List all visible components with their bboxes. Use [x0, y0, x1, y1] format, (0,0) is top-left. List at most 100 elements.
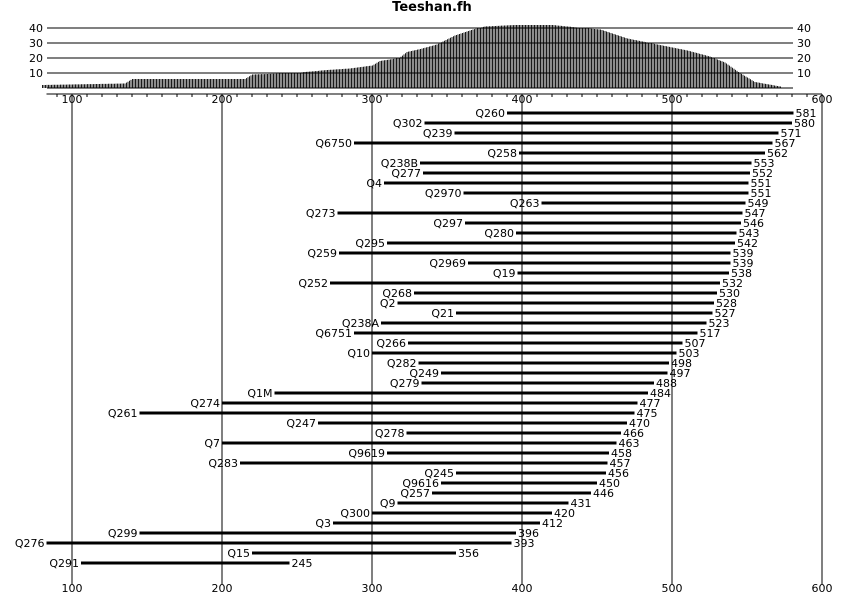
- segment-end-value: 356: [458, 547, 479, 560]
- segment-label: Q297: [433, 217, 463, 230]
- chart-title: Teeshan.fh: [392, 0, 472, 15]
- segment-end-value: 581: [796, 107, 817, 120]
- segment-bars: Q260 581 Q302 580 Q239 571 Q6750 567 Q258 562 Q238…: [15, 107, 817, 570]
- segment-end-value: 488: [656, 377, 677, 390]
- segment-label: Q263: [510, 197, 540, 210]
- segment-end-value: 543: [739, 227, 760, 240]
- segment-label: Q273: [306, 207, 336, 220]
- segment-label: Q1M: [247, 387, 272, 400]
- segment-label: Q274: [190, 397, 220, 410]
- segment-label: Q260: [475, 107, 505, 120]
- x-tick-label-bottom: 100: [62, 582, 83, 595]
- segment-label: Q239: [423, 127, 453, 140]
- segment-end-value: 539: [733, 257, 754, 270]
- segment-end-value: 571: [781, 127, 802, 140]
- segment-label: Q6750: [315, 137, 352, 150]
- hist-tick-label-right: 30: [797, 37, 811, 50]
- segment-end-value: 457: [610, 457, 631, 470]
- segment-label: Q276: [15, 537, 45, 550]
- segment-label: Q302: [393, 117, 423, 130]
- segment-label: Q245: [424, 467, 454, 480]
- segment-label: Q2969: [429, 257, 466, 270]
- segment-end-value: 396: [518, 527, 539, 540]
- segment-label: Q238A: [342, 317, 380, 330]
- segment-label: Q259: [307, 247, 337, 260]
- hist-tick-label-left: 20: [29, 52, 43, 65]
- segment-end-value: 484: [650, 387, 671, 400]
- density-histogram: 10 10 20 20 30 30 40 40: [29, 22, 811, 89]
- segment-end-value: 412: [542, 517, 563, 530]
- hist-tick-label-right: 10: [797, 67, 811, 80]
- segment-end-value: 547: [745, 207, 766, 220]
- x-tick-label-top: 400: [512, 93, 533, 106]
- segment-end-value: 523: [709, 317, 730, 330]
- segment-end-value: 450: [599, 477, 620, 490]
- segment-label: Q279: [390, 377, 420, 390]
- segment-end-value: 431: [571, 497, 592, 510]
- x-tick-label-bottom: 600: [812, 582, 833, 595]
- segment-end-value: 539: [733, 247, 754, 260]
- segment-end-value: 562: [767, 147, 788, 160]
- segment-end-value: 549: [748, 197, 769, 210]
- segment-label: Q291: [49, 557, 79, 570]
- segment-label: Q9: [380, 497, 396, 510]
- segment-end-value: 446: [593, 487, 614, 500]
- segment-end-value: 567: [775, 137, 796, 150]
- segment-label: Q277: [391, 167, 421, 180]
- segment-label: Q10: [347, 347, 370, 360]
- x-tick-label-top: 100: [62, 93, 83, 106]
- x-axis: 100 100 200 200 300 300 400 400 500 500 600 600: [46, 93, 833, 595]
- segment-label: Q2970: [425, 187, 462, 200]
- segment-end-value: 551: [751, 177, 772, 190]
- segment-end-value: 466: [623, 427, 644, 440]
- segment-end-value: 245: [292, 557, 313, 570]
- x-tick-label-bottom: 300: [362, 582, 383, 595]
- segment-end-value: 503: [679, 347, 700, 360]
- hist-tick-label-right: 20: [797, 52, 811, 65]
- segment-label: Q266: [376, 337, 406, 350]
- segment-end-value: 580: [794, 117, 815, 130]
- segment-end-value: 475: [637, 407, 658, 420]
- x-tick-label-bottom: 400: [512, 582, 533, 595]
- segment-label: Q252: [298, 277, 328, 290]
- segment-end-value: 458: [611, 447, 632, 460]
- segment-end-value: 532: [722, 277, 743, 290]
- segment-label: Q3: [315, 517, 331, 530]
- segment-label: Q278: [375, 427, 405, 440]
- hist-tick-label-left: 30: [29, 37, 43, 50]
- segment-label: Q282: [387, 357, 417, 370]
- segment-label: Q9619: [348, 447, 385, 460]
- x-tick-label-top: 600: [812, 93, 833, 106]
- segment-label: Q21: [431, 307, 454, 320]
- segment-end-value: 528: [716, 297, 737, 310]
- segment-label: Q261: [108, 407, 138, 420]
- x-tick-label-top: 200: [212, 93, 233, 106]
- segment-label: Q6751: [315, 327, 352, 340]
- segment-label: Q268: [382, 287, 412, 300]
- segment-end-value: 538: [731, 267, 752, 280]
- segment-end-value: 530: [719, 287, 740, 300]
- segment-label: Q258: [487, 147, 517, 160]
- segment-label: Q247: [286, 417, 316, 430]
- segment-end-value: 498: [671, 357, 692, 370]
- hist-tick-label-left: 40: [29, 22, 43, 35]
- hist-tick-label-left: 10: [29, 67, 43, 80]
- segment-end-value: 420: [554, 507, 575, 520]
- x-tick-label-bottom: 200: [212, 582, 233, 595]
- segment-label: Q4: [366, 177, 382, 190]
- segment-label: Q15: [227, 547, 250, 560]
- segment-end-value: 477: [640, 397, 661, 410]
- segment-label: Q2: [380, 297, 396, 310]
- segment-label: Q257: [400, 487, 430, 500]
- segment-label: Q238B: [381, 157, 418, 170]
- segment-end-value: 507: [685, 337, 706, 350]
- segment-end-value: 552: [752, 167, 773, 180]
- x-tick-label-top: 300: [362, 93, 383, 106]
- segment-label: Q9616: [402, 477, 439, 490]
- segment-end-value: 546: [743, 217, 764, 230]
- x-tick-label-top: 500: [662, 93, 683, 106]
- hist-tick-label-right: 40: [797, 22, 811, 35]
- segment-label: Q19: [493, 267, 516, 280]
- segment-end-value: 551: [751, 187, 772, 200]
